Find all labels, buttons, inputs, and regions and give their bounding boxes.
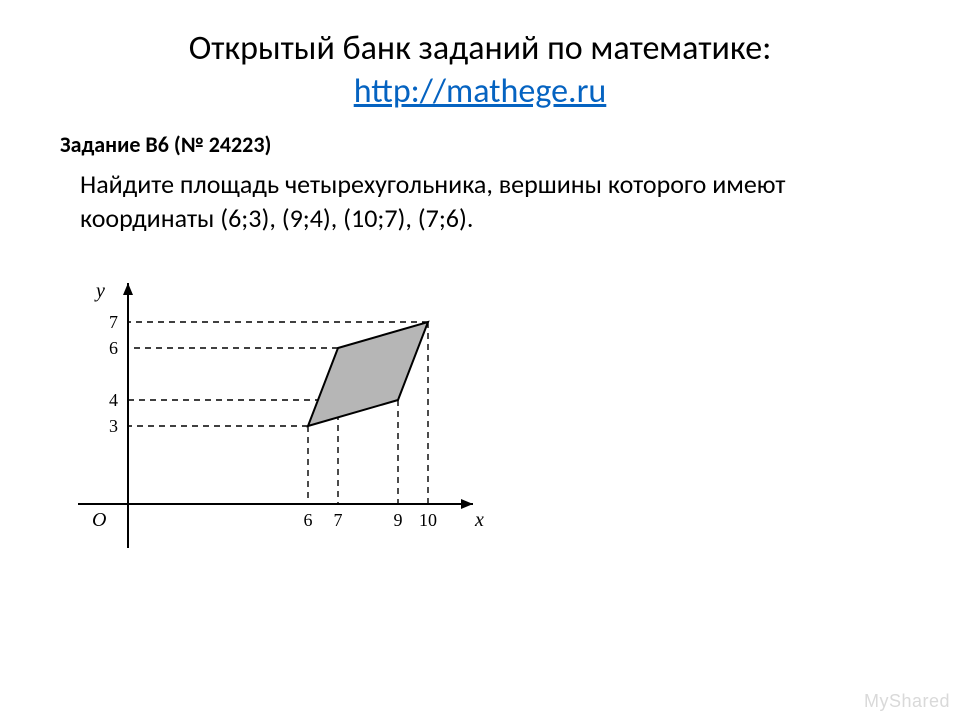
- page-title: Открытый банк заданий по математике: htt…: [60, 28, 900, 113]
- svg-text:x: x: [474, 509, 484, 531]
- svg-text:O: O: [92, 509, 106, 531]
- svg-text:7: 7: [109, 312, 118, 332]
- svg-text:6: 6: [109, 338, 118, 358]
- svg-text:y: y: [94, 280, 105, 302]
- svg-text:7: 7: [334, 510, 343, 530]
- task-text: Найдите площадь четырехугольника, вершин…: [80, 168, 900, 236]
- svg-text:3: 3: [109, 416, 118, 436]
- slide: Открытый банк заданий по математике: htt…: [0, 0, 960, 720]
- chart-svg: 6 7 9 10 3 4 6 7 Ox y: [60, 260, 490, 570]
- watermark-rest: Shared: [889, 691, 950, 711]
- watermark: MyShared: [864, 691, 950, 712]
- coordinate-chart: 6 7 9 10 3 4 6 7 Ox y: [60, 260, 900, 570]
- title-link[interactable]: http://mathege.ru: [354, 71, 607, 112]
- watermark-strong: My: [864, 691, 889, 711]
- svg-text:4: 4: [109, 390, 118, 410]
- title-prefix: Открытый банк заданий по математике:: [189, 28, 772, 69]
- svg-text:9: 9: [394, 510, 403, 530]
- svg-text:10: 10: [419, 510, 437, 530]
- svg-text:6: 6: [304, 510, 313, 530]
- task-id: Задание B6 (№ 24223): [60, 131, 900, 158]
